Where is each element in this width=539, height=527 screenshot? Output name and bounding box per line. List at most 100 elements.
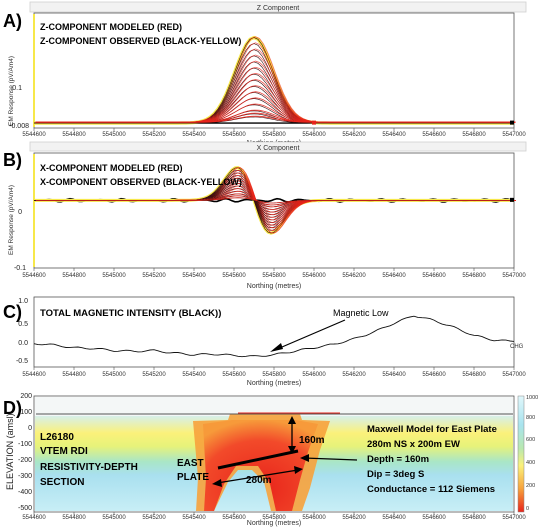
x-tick-label: 5545600	[222, 132, 246, 138]
length-dimension-label: 280m	[246, 475, 272, 486]
panel-a-annotation-line-2: Z-COMPONENT OBSERVED (BLACK-YELLOW)	[40, 36, 241, 46]
vtem-rdi-label: VTEM RDI	[40, 446, 88, 457]
panel-d-ytick-100-neg: -100	[18, 441, 32, 448]
section-label: SECTION	[40, 477, 84, 488]
panel-a-end-marker	[510, 120, 514, 125]
x-tick-label: 5546200	[342, 515, 366, 521]
panel-b: X Component 5544600 5544800 5545000 5545200…	[3, 141, 527, 290]
panel-a-modeled-channel	[35, 115, 516, 123]
x-tick-label: 5545200	[142, 132, 166, 138]
panel-d-x-ticks: 5544600 5544800 5545000 5545200 5545400 55456…	[22, 512, 526, 521]
colorbar-tick-600: 600	[526, 437, 535, 443]
x-tick-label: 5546600	[422, 372, 446, 378]
panel-a-red-marker	[312, 120, 316, 125]
panel-b-end-marker	[510, 197, 514, 202]
model-title: Maxwell Model for East Plate	[367, 424, 497, 435]
model-dip: Dip = 3deg S	[367, 469, 424, 480]
x-tick-label: 5545000	[102, 515, 126, 521]
x-tick-label: 5545400	[182, 273, 206, 279]
panel-b-x-ticks: 5544600 5544800 5545000 5545200 5545400 55456…	[22, 268, 526, 279]
panel-a-ytick-neg: -0.008	[9, 123, 29, 130]
x-tick-label: 5546200	[342, 132, 366, 138]
panel-c-title: TOTAL MAGNETIC INTENSITY (BLACK))	[40, 308, 221, 319]
panel-c-ytick-0-5: 0.5	[18, 321, 28, 328]
panel-a: Z Component 5544600 5544800 5545000 5545200…	[3, 1, 527, 147]
x-tick-label: 5545600	[222, 273, 246, 279]
panel-a-x-ticks: 5544600 5544800 5545000 5545200 5545400 55456…	[22, 128, 526, 138]
x-tick-label: 5546000	[302, 372, 326, 378]
panel-d-ytick-0: 0	[28, 425, 32, 432]
depth-arrow-bottom	[288, 446, 296, 454]
panel-d-ytick-200: 200	[20, 393, 32, 400]
x-tick-label: 5545600	[222, 515, 246, 521]
x-tick-label: 5546200	[342, 372, 366, 378]
panel-d: 5544600 5544800 5545000 5545200 5545400 55456…	[3, 393, 538, 527]
x-tick-label: 5547000	[502, 273, 526, 279]
colorbar-tick-200: 200	[526, 483, 535, 489]
x-tick-label: 5545600	[222, 372, 246, 378]
panel-b-header-bar	[29, 141, 527, 152]
panel-b-letter: B)	[3, 150, 22, 170]
x-tick-label: 5545200	[142, 515, 166, 521]
x-tick-label: 5545800	[262, 132, 286, 138]
panel-d-ytick-500-neg: -500	[18, 505, 32, 512]
panel-a-annotation-line-1: Z-COMPONENT MODELED (RED)	[40, 22, 182, 32]
x-tick-label: 5546200	[342, 273, 366, 279]
colorbar	[517, 395, 525, 513]
x-tick-label: 5547000	[502, 132, 526, 138]
panel-a-curves	[34, 35, 516, 125]
panel-c-ytick-1-0: 1.0	[18, 298, 28, 305]
panel-d-x-axis-label: Northing (metres)	[247, 520, 301, 527]
colorbar-tick-400: 400	[526, 460, 535, 466]
panel-d-ytick-100: 100	[20, 409, 32, 416]
x-tick-label: 5546400	[382, 273, 406, 279]
panel-d-ytick-400-neg: -400	[18, 489, 32, 496]
x-tick-label: 5546800	[462, 372, 486, 378]
east-plate-label-line-2: PLATE	[177, 472, 209, 483]
panel-c-ytick-0-0: 0.0	[18, 340, 28, 347]
x-tick-label: 5547000	[502, 372, 526, 378]
colorbar-tick-800: 800	[526, 415, 535, 421]
panel-b-curves	[33, 166, 516, 235]
magnetic-low-label: Magnetic Low	[333, 308, 389, 318]
x-tick-label: 5546800	[462, 132, 486, 138]
panel-c-ytick-neg: -0.5	[16, 358, 28, 365]
panel-b-ytick-0: 0	[18, 209, 22, 216]
x-tick-label: 5546600	[422, 132, 446, 138]
panel-c: 5544600 5544800 5545000 5545200 5545400 55456…	[3, 296, 526, 387]
panel-d-ytick-200-neg: -200	[18, 457, 32, 464]
x-tick-label: 5545800	[262, 273, 286, 279]
length-arrow-right	[294, 466, 303, 474]
colorbar-tick-1000: 1000	[526, 395, 538, 401]
tmi-line	[33, 315, 515, 358]
panel-b-plot-area[interactable]	[33, 152, 515, 269]
panel-c-x-axis-label: Northing (metres)	[247, 380, 301, 387]
x-tick-label: 5544600	[22, 515, 46, 521]
x-tick-label: 5544800	[62, 372, 86, 378]
x-tick-label: 5546800	[462, 273, 486, 279]
panel-c-letter: C)	[3, 302, 22, 322]
panel-a-y-axis-label: EM Response (pV/Am4)	[8, 56, 15, 126]
panel-b-y-axis-label: EM Response (pV/Am4)	[8, 185, 15, 255]
panel-c-plot-area[interactable]	[33, 296, 515, 368]
x-tick-label: 5546600	[422, 273, 446, 279]
panel-b-ytick-neg: -0.1	[14, 265, 26, 272]
panel-b-x-axis-label: Northing (metres)	[247, 283, 301, 290]
east-plate-label-line-1: EAST	[177, 458, 204, 469]
panel-b-annotation-line-2: X-COMPONENT OBSERVED (BLACK-YELLOW)	[40, 177, 242, 187]
x-tick-label: 5546400	[382, 372, 406, 378]
panel-c-end-label: CHG	[510, 344, 524, 350]
depth-arrow-top	[288, 416, 296, 424]
panel-a-header-bar	[29, 1, 527, 13]
panel-b-header: X Component	[257, 145, 300, 152]
model-conductance: Conductance = 112 Siemens	[367, 484, 495, 495]
model-pointer-arrowhead	[300, 454, 309, 462]
x-tick-label: 5545000	[102, 273, 126, 279]
x-tick-label: 5545200	[142, 372, 166, 378]
x-tick-label: 5544600	[22, 132, 46, 138]
x-tick-label: 5545400	[182, 515, 206, 521]
resistivity-depth-label: RESISTIVITY-DEPTH	[40, 462, 138, 473]
panel-a-letter: A)	[3, 11, 22, 31]
colorbar-tick-0: 0	[526, 506, 529, 512]
